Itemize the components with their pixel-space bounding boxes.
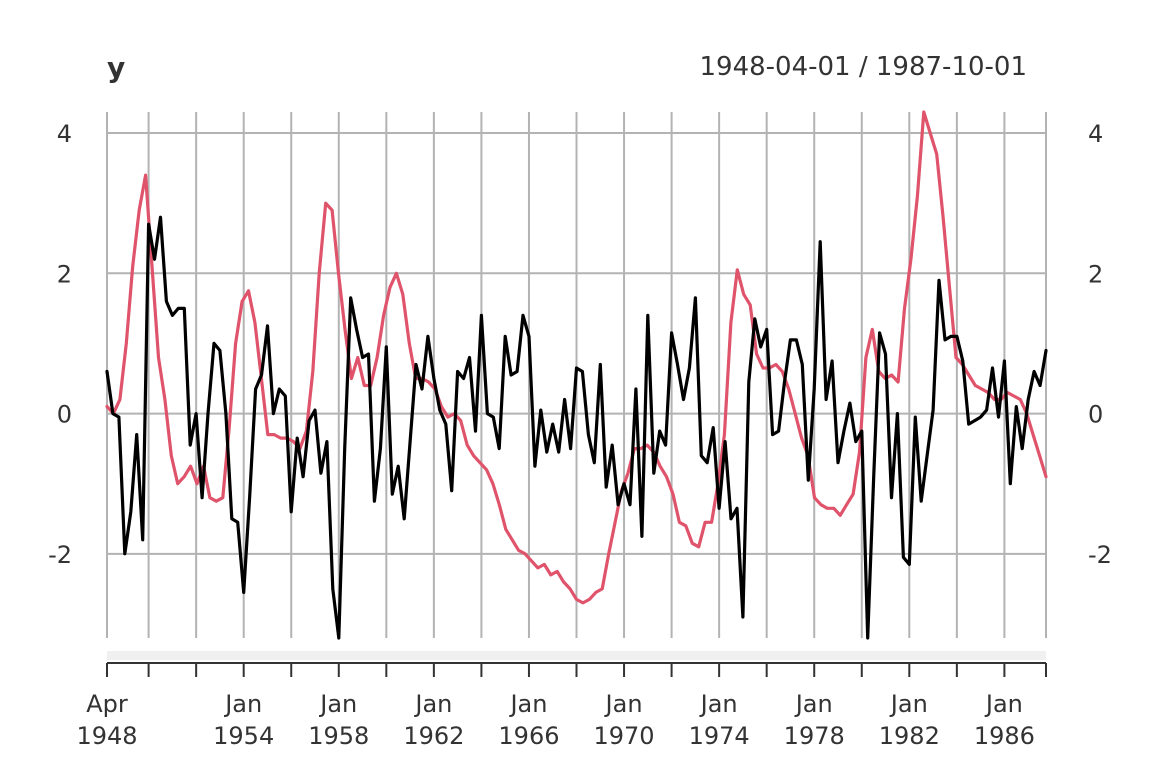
x-axis: Apr 1948 Jan 1954 Jan 1958 Jan 1962 Jan 1966 Jan 19… <box>76 651 1047 750</box>
x-tick-label-month: Jan <box>889 690 928 718</box>
x-tick-label-month: Jan <box>413 690 452 718</box>
x-tick-label-month: Jan <box>794 690 833 718</box>
y-tick-label-right: 2 <box>1088 260 1103 288</box>
x-tick-label-year: 1958 <box>308 722 369 750</box>
x-tick-label-month: Jan <box>699 690 738 718</box>
x-tick-label-year: 1948 <box>76 722 137 750</box>
chart-title: y <box>107 51 125 84</box>
y-axis-left: 4 2 0 -2 <box>48 120 72 569</box>
x-tick-label-month: Jan <box>604 690 643 718</box>
x-tick-label-month: Jan <box>318 690 357 718</box>
series-layer <box>105 110 1048 640</box>
range-band <box>107 651 1046 660</box>
y-axis-right: 4 2 0 -2 <box>1088 120 1112 569</box>
y-tick-label-right: 4 <box>1088 120 1103 148</box>
y-tick-label-left: 4 <box>57 120 72 148</box>
y-tick-label-right: 0 <box>1088 401 1103 429</box>
y-tick-label-left: 2 <box>57 260 72 288</box>
x-tick-label-year: 1970 <box>594 722 655 750</box>
x-tick-label-year: 1986 <box>974 722 1035 750</box>
x-tick-label-year: 1982 <box>879 722 940 750</box>
x-tick-label-month: Jan <box>984 690 1023 718</box>
y-tick-label-left: 0 <box>57 401 72 429</box>
y-tick-label-right: -2 <box>1088 541 1112 569</box>
x-tick-label-year: 1962 <box>403 722 464 750</box>
x-tick-label-year: 1954 <box>213 722 274 750</box>
x-tick-label-year: 1966 <box>498 722 559 750</box>
x-tick-label-month: Apr <box>86 690 128 718</box>
series-line-2 <box>105 215 1048 640</box>
x-tick-label-month: Jan <box>223 690 262 718</box>
x-tick-label-month: Jan <box>508 690 547 718</box>
date-range-label: 1948-04-01 / 1987-10-01 <box>700 52 1028 82</box>
series-line-1 <box>105 110 1048 605</box>
y-tick-label-left: -2 <box>48 541 72 569</box>
x-tick-label-year: 1974 <box>689 722 750 750</box>
grid <box>106 112 1047 638</box>
x-tick-label-year: 1978 <box>784 722 845 750</box>
